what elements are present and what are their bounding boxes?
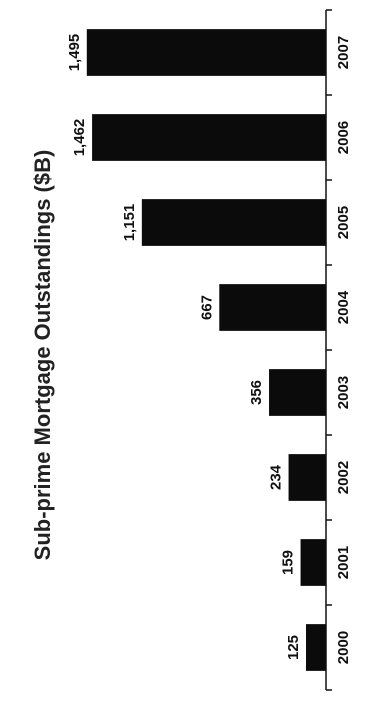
x-tick-label-2007: 2007 <box>335 36 352 69</box>
bar-2006 <box>92 114 326 161</box>
value-label-2002: 234 <box>268 464 285 490</box>
x-tick-label-2004: 2004 <box>335 290 352 324</box>
value-label-2000: 125 <box>285 635 302 660</box>
value-label-2006: 1,462 <box>71 119 88 157</box>
x-tick-labels: 2000 2001 2002 2003 2004 2005 2006 2007 <box>335 36 352 664</box>
bar-2007 <box>86 29 326 76</box>
bar-2004 <box>219 284 326 331</box>
value-labels-group: 125 159 234 356 667 1,151 1,462 1,495 <box>66 34 302 660</box>
x-tick-label-2000: 2000 <box>335 631 352 664</box>
value-label-2007: 1,495 <box>66 34 83 72</box>
value-label-2004: 667 <box>198 295 215 320</box>
value-label-2005: 1,151 <box>121 204 138 242</box>
x-tick-label-2005: 2005 <box>335 206 352 239</box>
bar-2001 <box>300 539 326 586</box>
value-label-2003: 356 <box>248 380 265 405</box>
value-label-2001: 159 <box>280 550 297 575</box>
bar-2005 <box>141 199 326 246</box>
x-tick-label-2002: 2002 <box>335 461 352 494</box>
bar-2003 <box>269 369 327 416</box>
bar-2002 <box>288 454 326 501</box>
x-axis <box>325 9 332 691</box>
bars-group <box>86 29 327 671</box>
bar-2000 <box>306 624 326 671</box>
chart-title: Sub-prime Mortgage Outstandings ($B) <box>30 150 55 561</box>
x-tick-label-2001: 2001 <box>335 546 352 579</box>
x-tick-label-2003: 2003 <box>335 376 352 409</box>
x-tick-label-2006: 2006 <box>335 121 352 154</box>
